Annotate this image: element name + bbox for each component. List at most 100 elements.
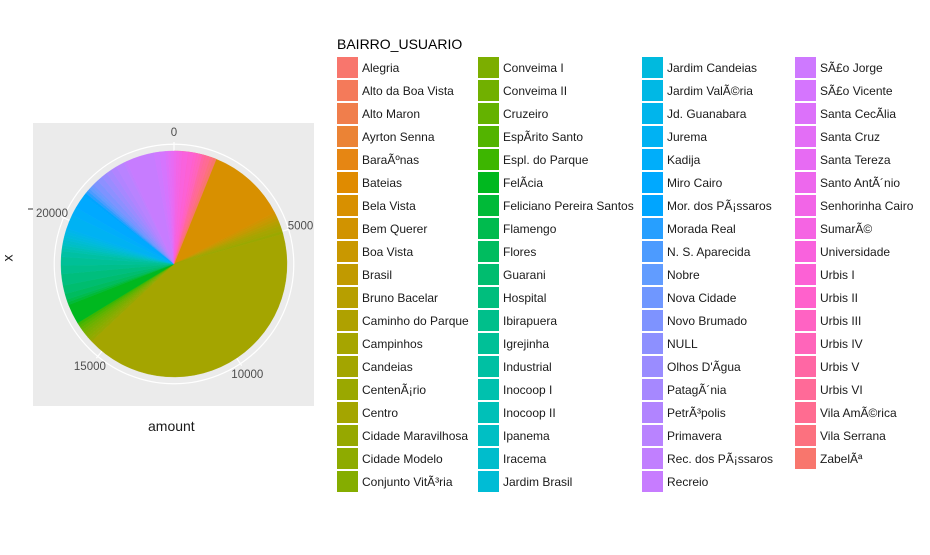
legend-swatch	[337, 425, 358, 446]
legend-item: Cidade Maravilhosa	[337, 424, 468, 447]
legend-item: Alegria	[337, 56, 399, 79]
legend-label: Jardim Candeias	[667, 60, 758, 75]
legend-item: FelÃ­cia	[478, 171, 543, 194]
legend-swatch	[795, 425, 816, 446]
legend-swatch	[478, 218, 499, 239]
legend-swatch	[337, 402, 358, 423]
legend-item: Campinhos	[337, 332, 423, 355]
legend-swatch	[795, 264, 816, 285]
legend-swatch	[642, 103, 663, 124]
legend-item: Urbis I	[795, 263, 855, 286]
legend-label: Espl. do Parque	[503, 152, 589, 167]
legend-item: Jardim Candeias	[642, 56, 757, 79]
legend-item: Jardim Brasil	[478, 470, 572, 493]
legend-swatch	[795, 448, 816, 469]
legend-title: BAIRRO_USUARIO	[337, 36, 463, 52]
legend-label: Alto Maron	[362, 106, 421, 121]
pie-slice-6	[173, 158, 275, 265]
legend-swatch	[478, 425, 499, 446]
legend-swatch	[478, 80, 499, 101]
legend-swatch	[795, 333, 816, 354]
legend-item: Cruzeiro	[478, 102, 548, 125]
legend-item: Senhorinha Cairo	[795, 194, 913, 217]
legend-label: Kadija	[667, 152, 701, 167]
legend-swatch	[795, 402, 816, 423]
legend-label: Miro Cairo	[667, 175, 723, 190]
pie-slice-15	[91, 233, 288, 378]
legend-swatch	[642, 471, 663, 492]
legend-label: Conveima I	[503, 60, 564, 75]
legend-swatch	[642, 195, 663, 216]
legend-swatch	[337, 264, 358, 285]
legend-label: Ibirapuera	[503, 313, 558, 328]
legend-label: Primavera	[667, 428, 722, 443]
legend-item: Guarani	[478, 263, 546, 286]
legend-item: Brasil	[337, 263, 392, 286]
legend-swatch	[337, 126, 358, 147]
legend-item: Cidade Modelo	[337, 447, 443, 470]
legend-item: Alto da Boa Vista	[337, 79, 454, 102]
legend-item: Santa Tereza	[795, 148, 891, 171]
legend-item: Universidade	[795, 240, 890, 263]
x-axis-title: amount	[148, 418, 195, 434]
legend-swatch	[795, 356, 816, 377]
legend-swatch	[337, 379, 358, 400]
legend-item: Santa Cruz	[795, 125, 880, 148]
legend-label: Conjunto VitÃ³ria	[362, 474, 453, 489]
legend-label: Jardim Brasil	[503, 474, 573, 489]
legend-swatch	[337, 149, 358, 170]
legend-item: Santa CecÃ­lia	[795, 102, 896, 125]
legend-swatch	[642, 379, 663, 400]
legend-label: Inocoop I	[503, 382, 553, 397]
legend-label: Inocoop II	[503, 405, 556, 420]
legend-swatch	[337, 356, 358, 377]
legend-swatch	[642, 241, 663, 262]
legend-item: Candeias	[337, 355, 413, 378]
legend-swatch	[642, 287, 663, 308]
legend-swatch	[337, 310, 358, 331]
theta-tick-label-1: 5000	[288, 221, 314, 233]
legend-label: Vila Serrana	[820, 428, 886, 443]
legend-item: SÃ£o Jorge	[795, 56, 883, 79]
legend-swatch	[337, 448, 358, 469]
legend-label: Santa Cruz	[820, 129, 881, 144]
legend-label: Feliciano Pereira Santos	[503, 198, 634, 213]
legend-label: SÃ£o Vicente	[820, 83, 893, 98]
legend-item: Jardim ValÃ©ria	[642, 79, 753, 102]
theta-tick-label-0: 0	[171, 127, 177, 139]
legend-swatch	[478, 103, 499, 124]
legend-swatch	[478, 126, 499, 147]
y-axis-title: x	[0, 254, 16, 262]
legend-item: Nobre	[642, 263, 700, 286]
legend-item: ZabelÃª	[795, 447, 862, 470]
legend-label: Cruzeiro	[503, 106, 549, 121]
legend-label: Flamengo	[503, 221, 557, 236]
legend-item: Caminho do Parque	[337, 309, 469, 332]
legend-item: Inocoop I	[478, 378, 552, 401]
legend-item: Urbis IV	[795, 332, 863, 355]
legend-label: Alto da Boa Vista	[362, 83, 454, 98]
legend-label: Cidade Maravilhosa	[362, 428, 469, 443]
legend-label: Santa CecÃ­lia	[820, 106, 897, 121]
legend-item: Mor. dos PÃ¡ssaros	[642, 194, 772, 217]
legend-item: Vila Serrana	[795, 424, 886, 447]
legend-item: Jurema	[642, 125, 707, 148]
legend-label: Cidade Modelo	[362, 451, 443, 466]
legend-swatch	[795, 126, 816, 147]
legend-swatch	[795, 241, 816, 262]
legend-swatch	[478, 195, 499, 216]
legend-item: Flores	[478, 240, 536, 263]
legend-swatch	[642, 356, 663, 377]
legend-label: Centro	[362, 405, 399, 420]
legend-item: PatagÃ´nia	[642, 378, 726, 401]
legend-swatch	[642, 126, 663, 147]
legend-item: Urbis II	[795, 286, 858, 309]
legend-label: Candeias	[362, 359, 413, 374]
legend-item: Bruno Bacelar	[337, 286, 438, 309]
legend-swatch	[642, 333, 663, 354]
legend-item: Primavera	[642, 424, 722, 447]
legend-label: Brasil	[362, 267, 393, 282]
legend-item: PetrÃ³polis	[642, 401, 726, 424]
legend-label: Nova Cidade	[667, 290, 737, 305]
